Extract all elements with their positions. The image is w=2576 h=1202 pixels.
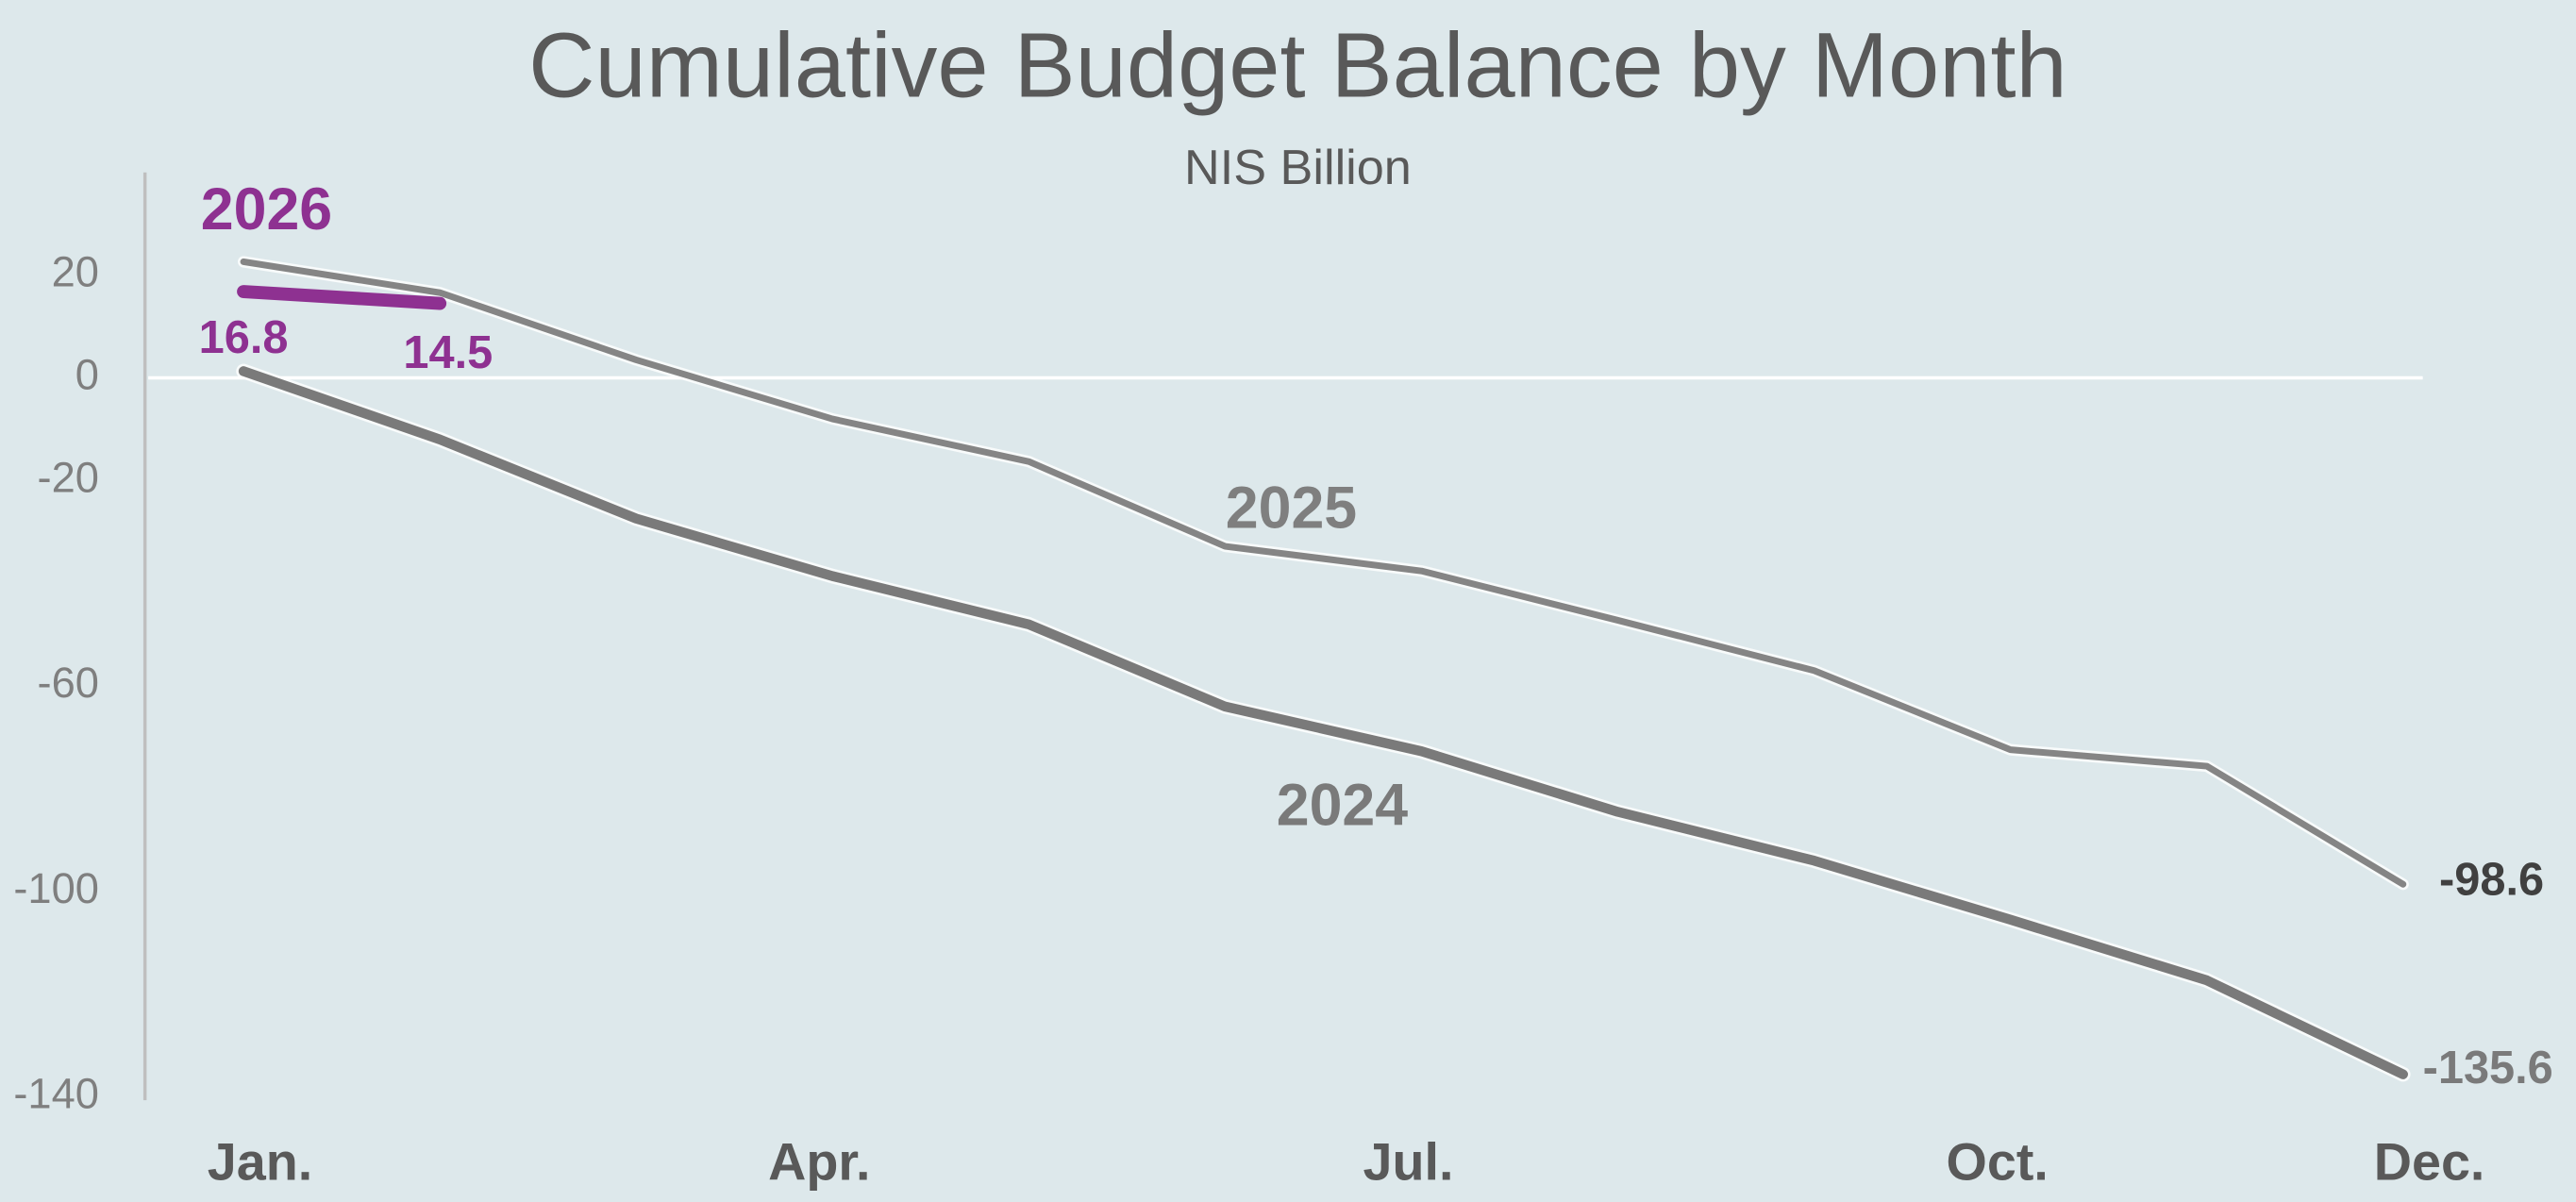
y-tick-label: -140 — [13, 1070, 99, 1118]
series-line — [240, 258, 2407, 888]
x-tick-label: Apr. — [768, 1132, 870, 1191]
y-tick-label: -100 — [13, 864, 99, 912]
x-tick-label: Oct. — [1947, 1132, 2049, 1191]
series-label: 2024 — [1277, 773, 1409, 839]
x-tick-label: Jul. — [1363, 1132, 1454, 1191]
series-line — [238, 366, 2408, 1079]
data-label: 14.5 — [403, 327, 493, 378]
series-line — [237, 285, 447, 310]
data-label: -135.6 — [2423, 1043, 2553, 1093]
y-tick-label: -60 — [38, 659, 99, 707]
x-tick-label: Jan. — [208, 1132, 312, 1191]
series-label: 2026 — [201, 176, 332, 242]
y-tick-label: -20 — [38, 453, 99, 501]
y-tick-label: 0 — [75, 350, 99, 398]
chart-subtitle: NIS Billion — [1184, 141, 1412, 195]
data-label: -98.6 — [2439, 854, 2544, 905]
data-label: 16.8 — [199, 312, 289, 363]
y-tick-label: 20 — [52, 248, 99, 296]
chart-title: Cumulative Budget Balance by Month — [528, 13, 2067, 116]
series-label: 2025 — [1226, 476, 1357, 542]
x-tick-label: Dec. — [2374, 1132, 2485, 1191]
